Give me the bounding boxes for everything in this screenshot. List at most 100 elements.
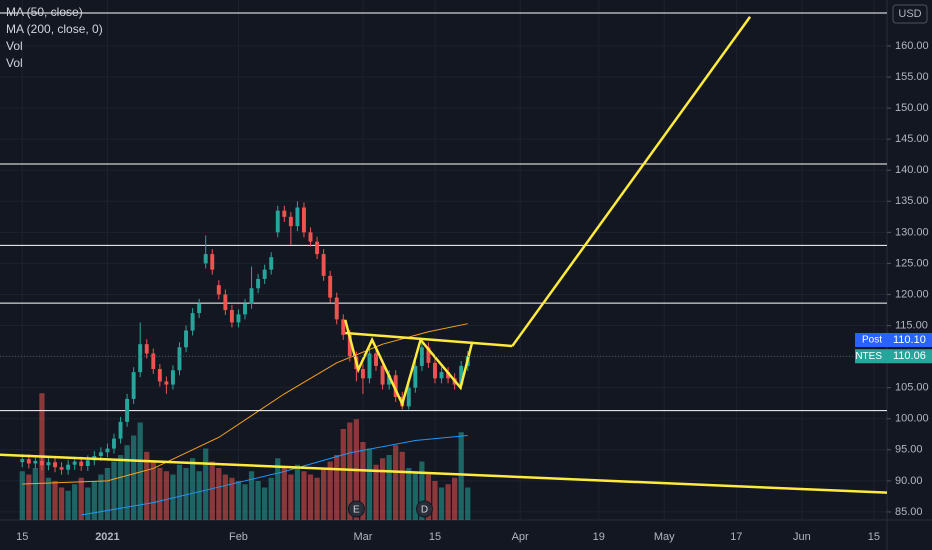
volume-bar — [19, 471, 25, 520]
volume-bar — [111, 461, 117, 520]
legend-entry: MA (50, close) — [6, 5, 83, 19]
candle-body — [295, 207, 300, 227]
candle-body — [118, 421, 123, 439]
volume-bar — [91, 481, 97, 520]
price-tag-name: Post — [862, 335, 882, 346]
volume-bar — [406, 468, 412, 520]
volume-bar — [117, 455, 124, 520]
candle-body — [26, 459, 31, 464]
candle-body — [419, 347, 424, 366]
y-tick-label: 115.00 — [895, 319, 928, 331]
candle-body — [413, 365, 418, 388]
volume-bar — [379, 458, 386, 520]
volume-bar — [360, 442, 366, 520]
volume-bar — [45, 477, 52, 520]
volume-bar — [301, 471, 307, 520]
volume-bar — [281, 468, 287, 520]
candle-body — [315, 241, 320, 255]
y-tick-label: 135.00 — [895, 195, 929, 207]
candle-body — [184, 330, 189, 348]
candle-body — [177, 347, 182, 371]
y-tick-label: 100.00 — [895, 413, 929, 425]
volume-bar — [262, 487, 268, 520]
price-tag-value: 110.10 — [893, 334, 926, 346]
candle-body — [275, 210, 280, 233]
volume-bar — [58, 487, 65, 520]
volume-bar — [137, 422, 143, 520]
volume-bar — [255, 481, 261, 520]
legend-entry: MA (200, close, 0) — [6, 22, 103, 36]
x-tick-label: Mar — [353, 531, 372, 543]
volume-bar — [32, 468, 38, 520]
y-tick-label: 125.00 — [895, 257, 929, 269]
volume-bar — [307, 474, 314, 520]
volume-bar — [131, 435, 137, 520]
trend-drawing — [0, 453, 888, 494]
y-tick-label: 85.00 — [895, 506, 923, 518]
candle-body — [164, 381, 169, 385]
volume-bar — [189, 458, 196, 520]
volume-bar — [144, 451, 150, 520]
volume-bar — [209, 461, 215, 520]
candle-body — [53, 462, 57, 468]
candle-body — [98, 452, 103, 457]
x-tick-label: 15 — [16, 531, 28, 543]
volume-bar — [275, 458, 281, 520]
y-tick-label: 150.00 — [895, 102, 929, 114]
volume-bar — [78, 477, 84, 520]
volume-bar — [425, 474, 432, 520]
candle-body — [393, 375, 398, 397]
candle-body — [210, 254, 215, 270]
x-tick-label: Apr — [512, 531, 529, 543]
volume-bar — [163, 471, 170, 520]
x-tick-label: May — [654, 531, 675, 543]
candle-body — [151, 353, 156, 370]
volume-bar — [72, 484, 78, 520]
candle-body — [249, 288, 254, 304]
candle-body — [190, 313, 195, 331]
event-marker — [347, 500, 365, 518]
volume-bar — [327, 461, 333, 520]
candle-body — [321, 254, 326, 276]
volume-bar — [229, 477, 235, 520]
y-tick-label: 120.00 — [895, 288, 929, 300]
event-label: E — [353, 505, 360, 516]
moving-average — [81, 435, 468, 516]
event-marker — [416, 500, 434, 518]
candle-body — [46, 462, 51, 466]
volume-bar — [170, 474, 176, 520]
trend-drawing — [511, 16, 752, 347]
volume-bar — [393, 445, 399, 520]
volume-bar — [438, 487, 445, 520]
volume-bar — [176, 464, 183, 520]
candle-body — [360, 369, 365, 379]
candle-body — [236, 314, 241, 323]
candle-body — [125, 398, 130, 422]
volume-bar — [104, 468, 111, 520]
candle-body — [66, 464, 71, 470]
volume-bar — [216, 468, 222, 520]
candle-body — [105, 448, 110, 453]
volume-bar — [419, 461, 425, 520]
volume-bar — [458, 432, 464, 520]
volume-bar — [452, 477, 458, 520]
candle-body — [223, 294, 228, 311]
volume-bar — [85, 487, 91, 520]
candle-body — [229, 310, 234, 323]
price-tag — [855, 332, 932, 347]
volume-bar — [242, 484, 248, 520]
candle-body — [72, 461, 77, 465]
trend-drawing — [345, 331, 513, 348]
volume-bar — [157, 468, 163, 520]
candle-body — [433, 362, 437, 379]
y-tick-label: 160.00 — [895, 40, 929, 52]
x-tick-label: 15 — [868, 531, 880, 543]
candle-body — [380, 365, 385, 385]
x-tick-label: 17 — [730, 531, 742, 543]
volume-bar — [235, 481, 242, 520]
y-tick-label: 130.00 — [895, 226, 929, 238]
price-tag-value: 110.06 — [893, 350, 926, 362]
volume-bar — [399, 451, 405, 520]
x-tick-label: 15 — [429, 531, 441, 543]
